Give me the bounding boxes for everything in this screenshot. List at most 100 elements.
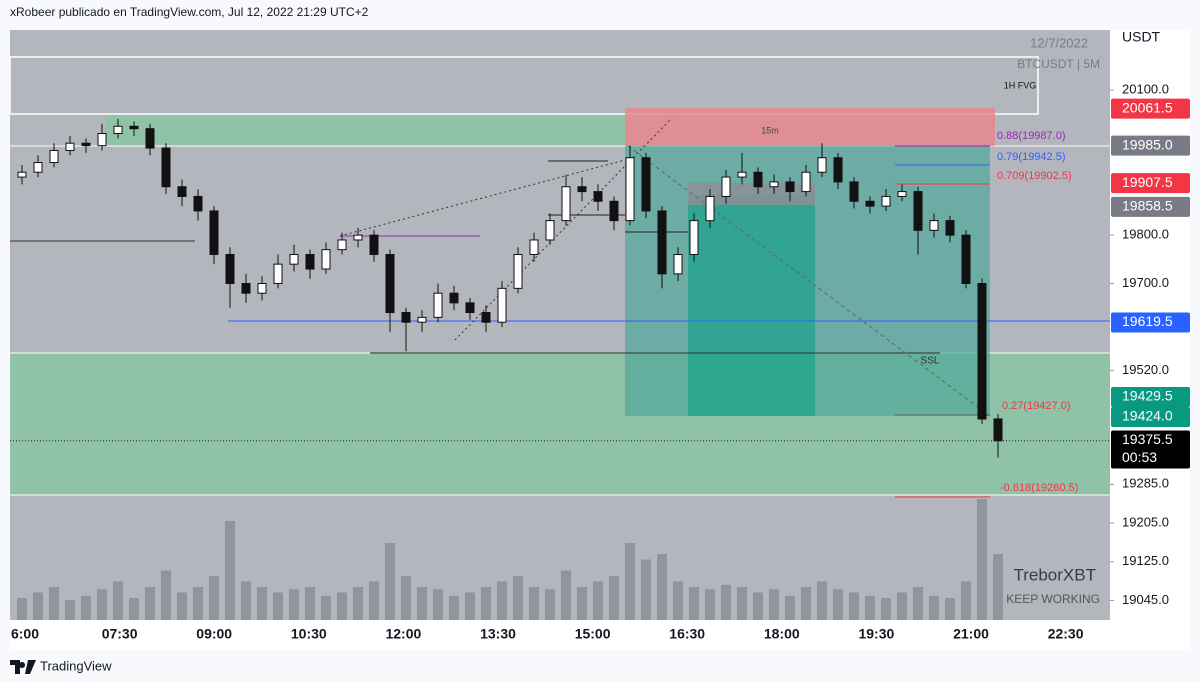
candle-body [305,253,315,270]
candle-body [273,263,283,285]
ssl-label: SSL [921,356,940,367]
volume-bar [545,589,555,620]
fib-label: 0.79(19942.5) [997,151,1066,163]
volume-bar [593,581,603,620]
candle-body [369,234,379,255]
candle-body [481,312,491,323]
volume-bar [401,576,411,620]
volume-bar [977,499,987,620]
price-badge [1111,196,1190,217]
volume-bar [97,589,107,620]
price-badge [1111,173,1190,194]
candle-body [113,125,123,135]
candle-body [721,176,731,197]
countdown: 00:53 [1122,449,1157,465]
volume-bar [993,554,1003,620]
footer [0,650,1200,682]
candle-body [129,125,139,130]
volume-bar [833,589,843,620]
y-tick-label: 19045.0 [1122,592,1169,607]
ob-box [688,183,815,205]
zone [105,115,625,146]
candle-body [881,195,891,207]
motto: KEEP WORKING [1006,592,1100,606]
candle-body [449,292,459,304]
volume-bar [161,570,171,620]
volume-bar [337,592,347,620]
price-badge [1111,135,1190,156]
header-text: xRobeer publicado en TradingView.com, Ju… [10,5,369,19]
volume-bar [465,592,475,620]
candle-body [193,195,203,212]
volume-bar [273,592,283,620]
volume-bar [113,581,123,620]
y-tick-label: 19800.0 [1122,227,1169,242]
candle-body [17,171,27,178]
candle-body [577,186,587,193]
candle-body [417,316,427,323]
candle-body [945,220,955,236]
candle-body [705,195,715,222]
time-axis [10,620,1110,650]
x-tick-label: 16:30 [669,626,705,642]
tf-label: 15m [761,125,779,135]
candle-body [385,253,395,314]
price-badge-label: 20061.5 [1122,99,1173,115]
volume-bar [561,570,571,620]
x-tick-label: 07:30 [102,626,138,642]
stop-box [625,108,995,146]
x-tick-label: 22:30 [1048,626,1084,642]
candle-body [545,220,555,241]
x-tick-label: 19:30 [858,626,894,642]
x-tick-label: 10:30 [291,626,327,642]
candle-body [241,283,251,294]
candle-body [897,191,907,197]
x-tick-label: 18:00 [764,626,800,642]
candle-body [401,312,411,323]
candle-body [177,186,187,197]
x-tick-label: 21:00 [953,626,989,642]
price-axis [1110,30,1190,650]
volume-bar [881,598,891,620]
candle-body [657,210,667,275]
volume-bar [17,598,27,620]
series [17,119,1003,620]
candle-body [497,287,507,323]
candle-body [145,128,155,149]
candle-body [593,191,603,202]
volume-bar [673,581,683,620]
volume-bar [385,543,395,620]
price-badge-label: 19985.0 [1122,136,1173,152]
volume-bar [49,587,59,620]
y-tick-label: 19700.0 [1122,275,1169,290]
candle-body [257,283,267,294]
volume-bar [81,595,91,620]
price-badge [1111,407,1190,428]
price-badge [1111,387,1190,408]
candle-body [561,186,571,222]
y-tick-label: 19520.0 [1122,362,1169,377]
candle-body [929,220,939,231]
volume-bar [641,559,651,620]
x-tick-label: 13:30 [480,626,516,642]
volume-bar [529,587,539,620]
volume-bar [801,587,811,620]
candle-body [97,133,107,147]
candle-body [465,302,475,314]
volume-bar [33,592,43,620]
price-badge-label: 19907.5 [1122,174,1173,190]
volume-bar [241,581,251,620]
candle-body [641,157,651,212]
price-badge-label: 19858.5 [1122,198,1173,214]
candle-body [353,234,363,241]
candle-body [209,210,219,255]
volume-bar [209,576,219,620]
x-tick-label: 09:00 [196,626,232,642]
volume-bar [193,587,203,620]
candle-body [433,292,443,318]
volume-bar [929,595,939,620]
currency: USDT [1122,29,1161,45]
candle-body [785,181,795,193]
volume-bar [65,600,75,620]
